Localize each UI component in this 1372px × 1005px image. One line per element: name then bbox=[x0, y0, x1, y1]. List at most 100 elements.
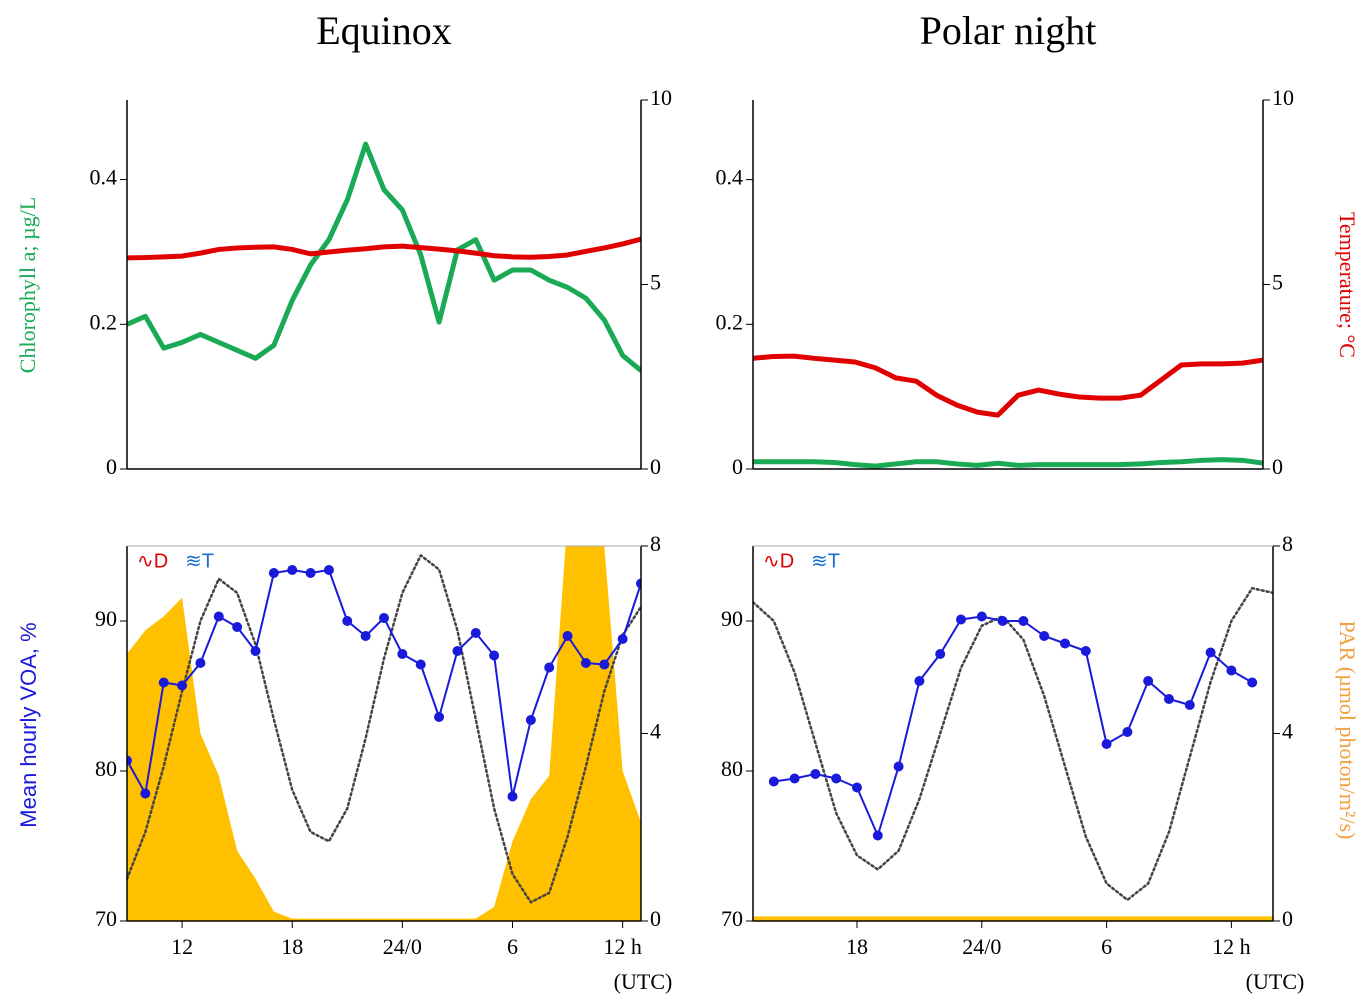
plot-area bbox=[127, 546, 641, 921]
y-tick-label: 80 bbox=[95, 756, 117, 781]
x-axis-label: (UTC) bbox=[614, 969, 673, 994]
y2-axis-label: Temperature; °C bbox=[1335, 212, 1360, 358]
y2-tick-label: 4 bbox=[650, 719, 661, 744]
area bbox=[753, 916, 1273, 921]
point bbox=[470, 628, 481, 638]
point bbox=[287, 565, 298, 575]
x-tick-label: 18 bbox=[281, 934, 303, 959]
y2-tick-label: 0 bbox=[1282, 906, 1293, 931]
panel: Equinox 0 0.2 0.4 0 5 10 Chlorophyll a; µg/L bbox=[15, 8, 672, 479]
y-axis-label: Mean hourly VOA, % bbox=[16, 622, 41, 827]
point bbox=[893, 761, 904, 772]
y-tick-label: 0.4 bbox=[716, 165, 744, 190]
point bbox=[127, 755, 132, 766]
area bbox=[127, 546, 641, 921]
x-tick-label: 6 bbox=[507, 934, 518, 959]
line bbox=[127, 141, 641, 374]
point bbox=[195, 658, 206, 668]
panel: 70 80 90 0 4 8 18 24/0 6 12 h (UTC) PAR (µmol photo… bbox=[721, 531, 1360, 994]
x-tick-label: 6 bbox=[1101, 934, 1112, 959]
x-tick-label: 24/0 bbox=[962, 934, 1001, 959]
line bbox=[772, 615, 1254, 837]
point bbox=[1164, 694, 1174, 704]
y2-axis-label: PAR (µmol photon/m²/s) bbox=[1335, 621, 1360, 840]
line bbox=[753, 457, 1263, 469]
line bbox=[127, 236, 641, 261]
point bbox=[872, 830, 883, 841]
point bbox=[1226, 665, 1237, 676]
y-tick-label: 0.2 bbox=[716, 309, 744, 334]
point bbox=[1122, 727, 1133, 737]
y-tick-label: 0 bbox=[106, 454, 117, 479]
point bbox=[1205, 647, 1216, 658]
y2-tick-label: 10 bbox=[650, 85, 672, 110]
y2-tick-label: 0 bbox=[1272, 454, 1283, 479]
point bbox=[360, 631, 371, 641]
chart-title: Polar night bbox=[920, 8, 1097, 53]
point bbox=[914, 676, 925, 686]
y2-tick-label: 10 bbox=[1272, 85, 1294, 110]
annotation: ≋T bbox=[811, 550, 840, 572]
point bbox=[1080, 646, 1091, 656]
point bbox=[489, 650, 500, 661]
y2-tick-label: 4 bbox=[1282, 719, 1293, 744]
point bbox=[617, 634, 628, 644]
point bbox=[397, 649, 408, 659]
point bbox=[1060, 638, 1070, 649]
point bbox=[1039, 631, 1050, 641]
x-tick-label: 12 h bbox=[1212, 934, 1251, 959]
x-tick-label: 12 h bbox=[603, 934, 642, 959]
point bbox=[831, 773, 842, 784]
x-tick-label: 18 bbox=[846, 934, 868, 959]
point bbox=[935, 649, 946, 659]
point bbox=[544, 662, 555, 673]
y-tick-label: 70 bbox=[721, 906, 743, 931]
x-tick-label: 24/0 bbox=[383, 934, 422, 959]
y-tick-label: 0.4 bbox=[90, 165, 118, 190]
point bbox=[323, 565, 334, 575]
point bbox=[852, 782, 862, 793]
point bbox=[158, 677, 169, 688]
point bbox=[305, 568, 316, 578]
x-tick-label: 12 bbox=[171, 934, 193, 959]
y2-tick-label: 0 bbox=[650, 906, 661, 931]
y-tick-label: 0 bbox=[732, 454, 743, 479]
point bbox=[415, 659, 426, 670]
point bbox=[599, 659, 610, 670]
point bbox=[810, 769, 821, 779]
x-axis-label: (UTC) bbox=[1246, 969, 1305, 994]
chart-title: Equinox bbox=[316, 8, 452, 53]
point bbox=[1018, 616, 1029, 626]
point bbox=[1101, 739, 1112, 749]
point bbox=[997, 616, 1008, 626]
y-axis-label: Chlorophyll a; µg/L bbox=[15, 197, 40, 373]
point bbox=[379, 613, 389, 623]
y2-tick-label: 8 bbox=[1282, 531, 1293, 556]
point bbox=[525, 715, 536, 725]
y2-tick-label: 0 bbox=[650, 454, 661, 479]
point bbox=[434, 712, 445, 722]
annotation: ∿D bbox=[763, 550, 794, 572]
plot-area bbox=[753, 586, 1273, 921]
y2-tick-label: 5 bbox=[1272, 270, 1283, 295]
line bbox=[753, 353, 1263, 418]
point bbox=[342, 616, 353, 626]
y-tick-label: 90 bbox=[95, 606, 117, 631]
annotation: ≋T bbox=[185, 550, 214, 572]
point bbox=[507, 791, 518, 802]
y-tick-label: 70 bbox=[95, 906, 117, 931]
point bbox=[562, 631, 573, 641]
y-tick-label: 90 bbox=[721, 606, 743, 631]
point bbox=[140, 788, 151, 799]
point bbox=[1247, 677, 1258, 688]
y-tick-label: 0.2 bbox=[90, 309, 118, 334]
point bbox=[1184, 700, 1195, 710]
point bbox=[1143, 676, 1154, 686]
point bbox=[177, 680, 188, 691]
line bbox=[753, 586, 1273, 902]
point bbox=[956, 614, 966, 625]
panel: Polar night 0 0.2 0.4 0 5 10 Temperature; °C bbox=[716, 8, 1360, 479]
y2-tick-label: 8 bbox=[650, 531, 661, 556]
line bbox=[127, 554, 641, 904]
